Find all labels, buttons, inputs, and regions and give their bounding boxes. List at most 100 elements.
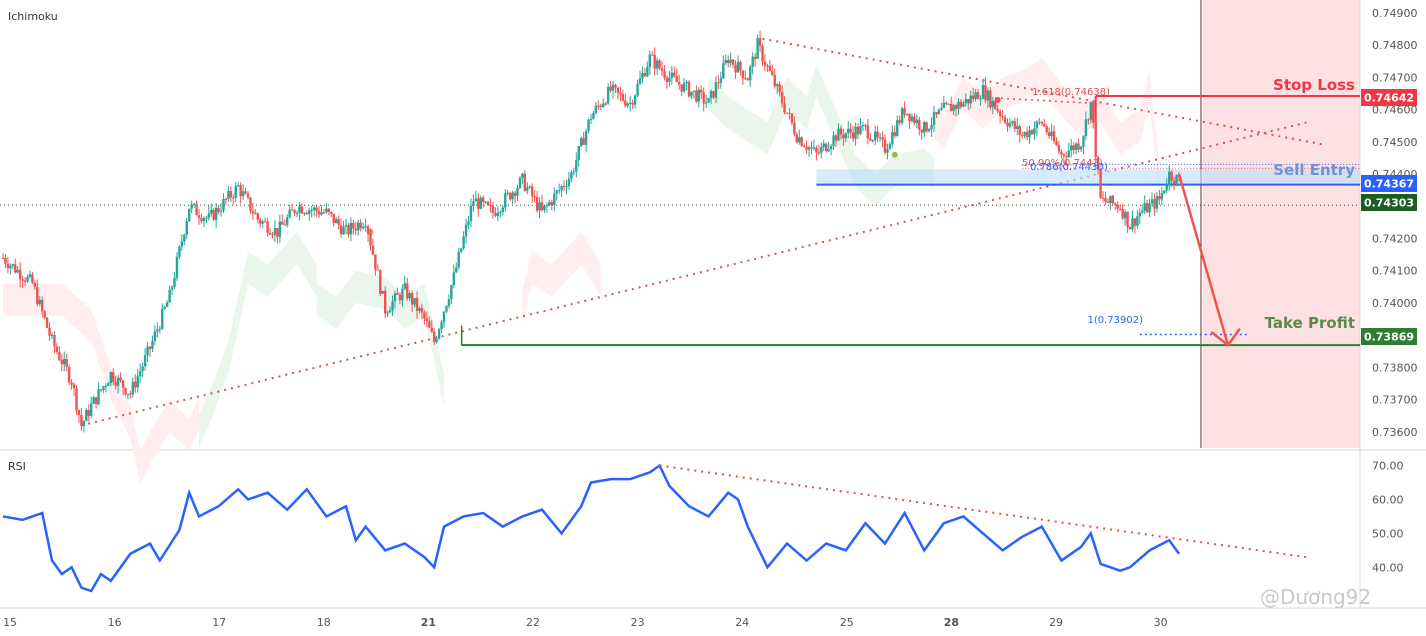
candle-body xyxy=(606,86,610,104)
candle-body xyxy=(442,311,446,323)
take-profit-price: 0.73869 xyxy=(1364,331,1414,344)
candle-body xyxy=(874,131,877,141)
candle-body xyxy=(239,185,242,197)
candle-body xyxy=(293,210,296,214)
time-tick-label: 23 xyxy=(631,616,645,629)
time-tick-label: 15 xyxy=(3,616,17,629)
candle-body xyxy=(643,73,647,77)
candle-body xyxy=(1070,145,1073,151)
candle-body xyxy=(214,207,218,220)
candle-body xyxy=(815,147,818,153)
candle-body xyxy=(207,213,210,218)
candle-body xyxy=(440,322,443,330)
candle-body xyxy=(295,212,299,214)
candle-body xyxy=(406,283,409,299)
candle-body xyxy=(327,208,331,212)
sell-entry-zone xyxy=(816,169,1360,185)
time-tick-label: 24 xyxy=(735,616,749,629)
candle-body xyxy=(746,78,749,81)
candle-body xyxy=(731,59,735,65)
candle-body xyxy=(379,270,382,294)
candle-body xyxy=(932,112,936,125)
candle-body xyxy=(1057,145,1061,152)
candle-body xyxy=(1089,101,1092,120)
candle-body xyxy=(812,147,816,149)
candle-body xyxy=(261,221,264,224)
candle-body xyxy=(972,95,975,99)
candle-body xyxy=(1170,171,1173,181)
candle-body xyxy=(339,224,343,235)
candle-body xyxy=(685,81,688,84)
candle-body xyxy=(1136,216,1139,226)
candle-body xyxy=(283,224,286,226)
candle-body xyxy=(861,125,865,127)
candle-body xyxy=(766,65,769,67)
price-tick-label: 0.74100 xyxy=(1372,265,1418,278)
candle-body xyxy=(952,105,955,112)
candle-body xyxy=(940,108,943,110)
candle-body xyxy=(991,100,994,108)
candle-body xyxy=(506,192,509,194)
candle-body xyxy=(60,359,63,365)
candle-body xyxy=(237,185,240,187)
candle-body xyxy=(317,211,321,215)
candle-body xyxy=(114,381,117,386)
candle-body xyxy=(709,91,713,99)
candle-body xyxy=(908,113,911,122)
candle-body xyxy=(241,191,245,197)
candle-body xyxy=(281,221,284,225)
candle-body xyxy=(1155,196,1159,209)
candle-body xyxy=(1158,196,1161,200)
candle-body xyxy=(734,64,737,73)
candle-body xyxy=(712,91,715,98)
candle-body xyxy=(38,299,41,305)
candle-body xyxy=(408,293,411,299)
candle-body xyxy=(349,222,353,235)
candle-body xyxy=(310,210,313,212)
candle-body xyxy=(589,119,593,121)
candle-body xyxy=(259,219,262,224)
candle-body xyxy=(655,60,659,69)
candle-body xyxy=(148,346,152,349)
candle-body xyxy=(1025,132,1029,138)
candle-body xyxy=(437,329,441,339)
candle-body xyxy=(749,66,752,81)
candle-body xyxy=(802,145,806,148)
descending-trendline[interactable] xyxy=(762,37,1327,147)
candle-body xyxy=(374,254,377,270)
candle-body xyxy=(246,193,250,198)
candle-body xyxy=(1099,169,1102,198)
candle-body xyxy=(827,149,830,152)
main-pane-title: Ichimoku xyxy=(8,10,58,23)
candle-body xyxy=(347,225,350,235)
candle-body xyxy=(1050,131,1053,137)
candle-body xyxy=(918,119,921,130)
candle-body xyxy=(396,293,399,295)
candle-body xyxy=(543,205,546,211)
candle-body xyxy=(557,190,561,192)
candle-body xyxy=(67,367,71,383)
candle-body xyxy=(886,149,889,153)
candle-body xyxy=(548,202,551,206)
candle-body xyxy=(190,204,193,209)
candle-body xyxy=(832,135,835,146)
candle-body xyxy=(631,102,634,105)
candle-body xyxy=(1018,125,1021,135)
candle-body xyxy=(134,381,137,388)
candle-body xyxy=(501,207,504,212)
candle-body xyxy=(361,226,365,229)
candle-body xyxy=(26,276,29,282)
candle-body xyxy=(1109,195,1112,203)
candle-body xyxy=(913,116,916,123)
candle-body xyxy=(303,213,306,215)
candle-body xyxy=(119,377,122,381)
candle-body xyxy=(173,277,176,287)
candle-body xyxy=(1021,134,1024,136)
candle-body xyxy=(433,331,436,343)
fib-1-label: 1(0.73902) xyxy=(1087,315,1143,326)
rsi-pane[interactable] xyxy=(0,452,1360,608)
candle-body xyxy=(891,132,894,145)
candle-body xyxy=(871,140,874,142)
candle-body xyxy=(651,54,654,56)
